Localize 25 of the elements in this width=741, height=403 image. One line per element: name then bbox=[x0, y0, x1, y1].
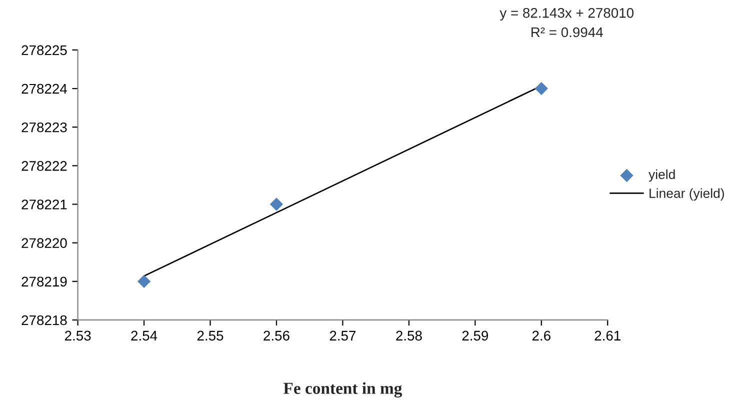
x-tick-label: 2.54 bbox=[131, 330, 158, 341]
x-axis-title: Fe content in mg bbox=[284, 382, 402, 398]
y-tick-label: 278222 bbox=[22, 161, 67, 171]
x-tick-label: 2.56 bbox=[264, 330, 290, 341]
legend-label: yield bbox=[648, 169, 675, 182]
x-tick-label: 2.57 bbox=[330, 330, 356, 341]
y-tick-label: 278220 bbox=[22, 238, 67, 248]
x-tick-label: 2.61 bbox=[594, 330, 620, 341]
x-tick-label: 2.6 bbox=[532, 330, 550, 341]
x-tick-label: 2.53 bbox=[64, 330, 91, 341]
x-tick-label: 2.58 bbox=[396, 330, 422, 341]
y-tick-label: 278223 bbox=[22, 122, 67, 132]
x-tick-label: 2.59 bbox=[462, 330, 488, 341]
text: R² = 0.9944 bbox=[532, 27, 603, 38]
point bbox=[137, 274, 151, 288]
x-tick-label: 2.55 bbox=[197, 330, 224, 341]
y-tick-label: 278224 bbox=[22, 84, 67, 94]
point bbox=[534, 82, 548, 96]
legend-label: Linear (yield) bbox=[650, 188, 724, 201]
point bbox=[270, 198, 284, 211]
y-tick-label: 278218 bbox=[22, 315, 67, 326]
y-tick-label: 278221 bbox=[22, 200, 67, 210]
text: y = 82.143x + 278010 bbox=[500, 8, 634, 21]
y-tick-label: 278219 bbox=[22, 276, 67, 287]
y-tick-label: 278225 bbox=[22, 45, 67, 56]
